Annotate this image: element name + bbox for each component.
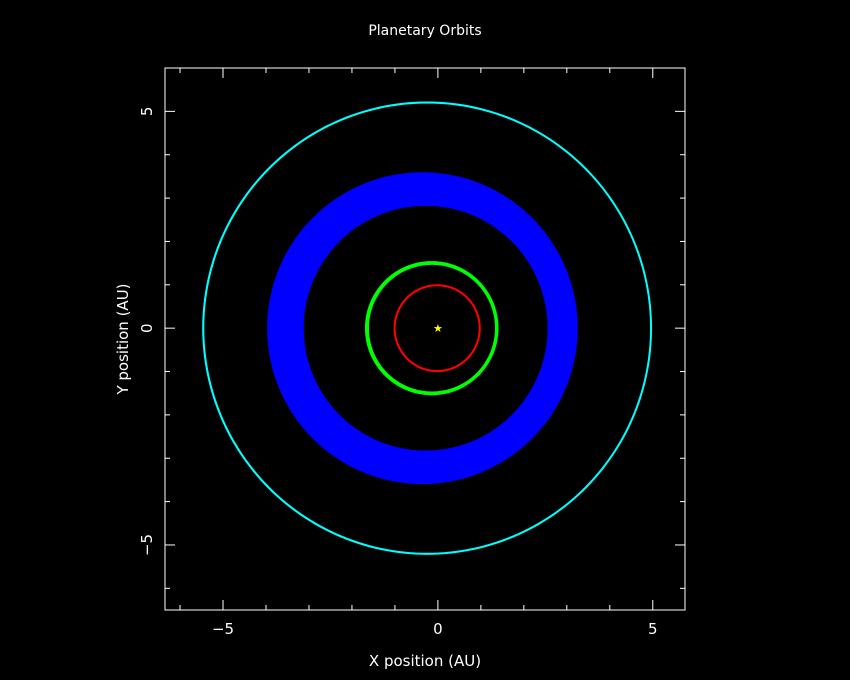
x-tick-label: −5: [212, 620, 234, 638]
y-tick-label: 0: [138, 323, 156, 333]
orbit-series-3: [267, 172, 578, 485]
y-tick-label: 5: [138, 107, 156, 117]
orbit-series-group: [202, 101, 653, 555]
axis-ticks: −5 0 5 −5 0 5: [138, 67, 685, 638]
x-tick-label: 5: [648, 620, 658, 638]
orbit-series-1: [393, 284, 481, 373]
orbit-series-4: [202, 101, 653, 555]
chart-title: Planetary Orbits: [368, 23, 481, 39]
y-axis-label: Y position (AU): [114, 283, 132, 395]
orbit-series-2: [364, 261, 499, 396]
star-layer: ★: [433, 322, 443, 335]
x-axis-label: X position (AU): [369, 652, 481, 670]
star-marker: ★: [433, 322, 443, 335]
plot-frame: [164, 67, 686, 611]
x-tick-label: 0: [433, 620, 443, 638]
y-tick-label: −5: [138, 534, 156, 556]
